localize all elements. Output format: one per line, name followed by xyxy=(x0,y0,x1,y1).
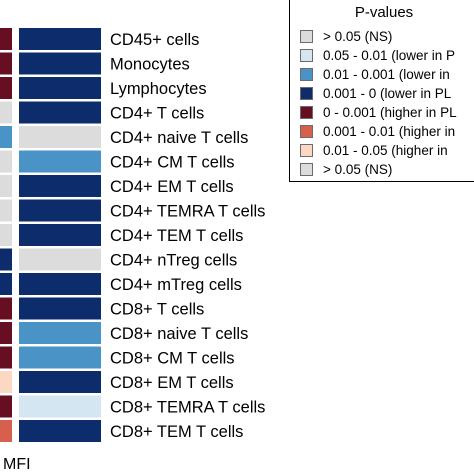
heatmap-cell xyxy=(19,395,101,418)
heatmap-cell xyxy=(0,175,12,197)
row-label: CD4+ T cells xyxy=(110,105,204,123)
heatmap-cell xyxy=(0,248,12,271)
heatmap-cell xyxy=(0,420,12,442)
heatmap-cell xyxy=(0,395,12,418)
heatmap-cell xyxy=(19,371,101,393)
heatmap-cell xyxy=(19,199,101,222)
legend-label: > 0.05 (NS) xyxy=(323,161,393,177)
heatmap-cell xyxy=(19,126,101,148)
heatmap-cell xyxy=(0,199,12,222)
heatmap-cell xyxy=(0,101,12,124)
legend-item: 0.05 - 0.01 (lower in P xyxy=(300,47,455,63)
heatmap-cell xyxy=(0,322,12,344)
legend-label: 0.05 - 0.01 (lower in P xyxy=(323,47,456,63)
row-label: CD8+ TEMRA T cells xyxy=(110,399,265,417)
row-label: Lymphocytes xyxy=(110,80,207,98)
heatmap-cell xyxy=(0,52,12,75)
legend-label: 0.01 - 0.001 (lower in xyxy=(323,66,450,82)
heatmap-cell xyxy=(19,273,101,295)
legend-item: 0.001 - 0.01 (higher in xyxy=(300,123,455,139)
heatmap-cell xyxy=(0,224,12,246)
heatmap-cell xyxy=(19,28,101,50)
row-label: CD4+ nTreg cells xyxy=(110,252,237,270)
legend-label: 0.001 - 0.01 (higher in xyxy=(323,123,456,139)
heatmap-cell xyxy=(0,297,12,320)
row-label: CD4+ CM T cells xyxy=(110,154,235,172)
row-label: CD8+ T cells xyxy=(110,301,204,319)
row-label: CD8+ EM T cells xyxy=(110,374,234,392)
row-label: CD8+ TEM T cells xyxy=(110,423,243,441)
heatmap-cell xyxy=(0,77,12,99)
row-label: CD4+ naive T cells xyxy=(110,129,248,147)
legend: P-values > 0.05 (NS) 0.05 - 0.01 (lower i… xyxy=(289,0,474,182)
heatmap-cell xyxy=(19,175,101,197)
heatmap-cell xyxy=(19,150,101,173)
legend-swatch xyxy=(300,86,313,100)
legend-swatch xyxy=(300,67,313,81)
heatmap-cell xyxy=(19,52,101,75)
row-label: CD8+ naive T cells xyxy=(110,325,248,343)
legend-label: 0.01 - 0.05 (higher in xyxy=(323,142,448,158)
legend-label: > 0.05 (NS) xyxy=(323,28,393,44)
legend-item: 0 - 0.001 (higher in PL xyxy=(300,104,457,120)
row-label: CD8+ CM T cells xyxy=(110,350,235,368)
heatmap-cell xyxy=(19,297,101,320)
row-label: Monocytes xyxy=(110,56,190,74)
heatmap-cell xyxy=(0,273,12,295)
legend-swatch xyxy=(300,105,313,119)
legend-swatch xyxy=(300,29,313,43)
x-tick-label: MFI xyxy=(3,456,31,473)
heatmap-cell xyxy=(0,346,12,369)
heatmap-cell xyxy=(19,101,101,124)
heatmap-cell xyxy=(0,28,12,50)
legend-swatch xyxy=(300,162,313,176)
heatmap-cell xyxy=(19,420,101,442)
legend-label: 0 - 0.001 (higher in PL xyxy=(323,104,457,120)
heatmap-cell xyxy=(0,150,12,173)
heatmap-cell xyxy=(19,322,101,344)
row-label: CD45+ cells xyxy=(110,31,199,49)
legend-item: > 0.05 (NS) xyxy=(300,28,392,44)
legend-swatch xyxy=(300,143,313,157)
heatmap-cell xyxy=(19,77,101,99)
heatmap-cell xyxy=(19,346,101,369)
legend-swatch xyxy=(300,48,313,62)
legend-title: P-values xyxy=(354,4,414,21)
legend-item: 0.001 - 0 (lower in PL xyxy=(300,85,451,101)
legend-item: 0.01 - 0.05 (higher in xyxy=(300,142,448,158)
row-label: CD4+ mTreg cells xyxy=(110,276,242,294)
legend-item: 0.01 - 0.001 (lower in xyxy=(300,66,450,82)
heatmap-cell xyxy=(0,126,12,148)
legend-label: 0.001 - 0 (lower in PL xyxy=(323,85,452,101)
row-label: CD4+ EM T cells xyxy=(110,178,234,196)
legend-swatch xyxy=(300,124,313,138)
legend-item: > 0.05 (NS) xyxy=(300,161,392,177)
row-label: CD4+ TEM T cells xyxy=(110,227,243,245)
row-label: CD4+ TEMRA T cells xyxy=(110,203,265,221)
heatmap-cell xyxy=(19,224,101,246)
heatmap-cell xyxy=(0,371,12,393)
heatmap-cell xyxy=(19,248,101,271)
